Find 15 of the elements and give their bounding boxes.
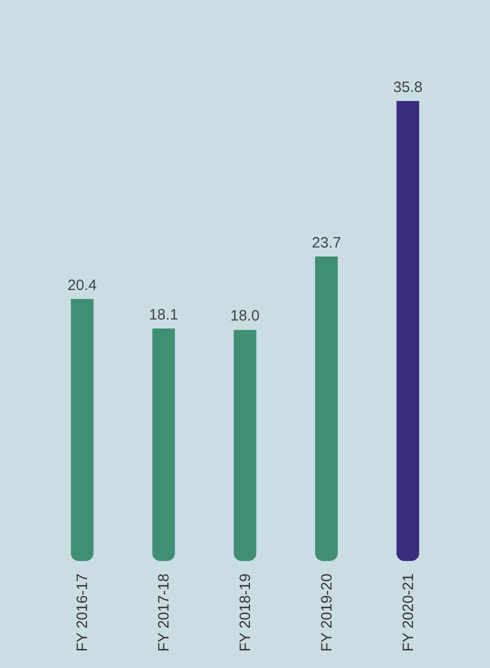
data-label: 35.8 [393, 79, 422, 96]
bar [152, 328, 175, 561]
data-label: 18.1 [148, 306, 178, 324]
data-label: 20.4 [68, 276, 97, 294]
x-tick-label: FY 2020-21 [400, 574, 417, 652]
bar [70, 298, 94, 561]
bar [234, 330, 256, 561]
x-tick-label: FY 2019-20 [318, 574, 336, 652]
x-tick-label: FY 2017-18 [156, 574, 173, 652]
data-label: 23.7 [312, 234, 342, 252]
x-tick-label: FY 2018-19 [237, 574, 254, 652]
data-label: 18.0 [230, 308, 260, 325]
x-tick-label: FY 2016-17 [74, 574, 92, 652]
bar [315, 256, 338, 561]
bar [396, 101, 420, 561]
